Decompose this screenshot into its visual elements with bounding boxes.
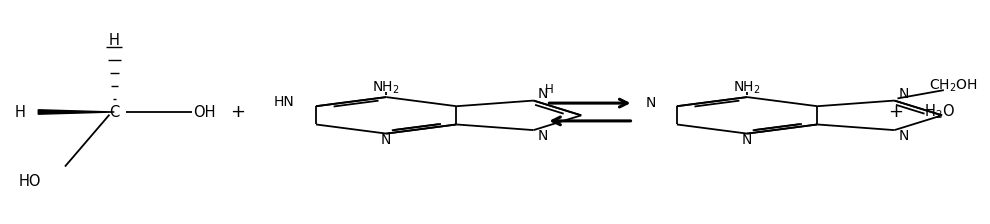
- Text: N: N: [381, 133, 391, 147]
- Text: N: N: [538, 87, 547, 101]
- Text: H$_2$O: H$_2$O: [925, 103, 955, 121]
- Text: NH$_2$: NH$_2$: [734, 80, 761, 96]
- Text: H: H: [109, 33, 120, 48]
- Text: N: N: [538, 129, 547, 143]
- Text: HN: HN: [273, 95, 294, 109]
- Text: OH: OH: [193, 105, 216, 119]
- Text: N: N: [742, 133, 752, 147]
- Text: +: +: [231, 103, 246, 121]
- Text: H: H: [545, 83, 553, 96]
- Text: CH$_2$OH: CH$_2$OH: [930, 78, 978, 94]
- Text: HO: HO: [19, 174, 42, 189]
- Text: NH$_2$: NH$_2$: [372, 80, 400, 96]
- Text: H: H: [15, 105, 26, 119]
- Text: C: C: [109, 105, 120, 119]
- Polygon shape: [39, 110, 115, 114]
- Text: N: N: [898, 87, 909, 101]
- Text: N: N: [646, 96, 656, 110]
- Text: N: N: [898, 129, 909, 143]
- Text: +: +: [888, 103, 903, 121]
